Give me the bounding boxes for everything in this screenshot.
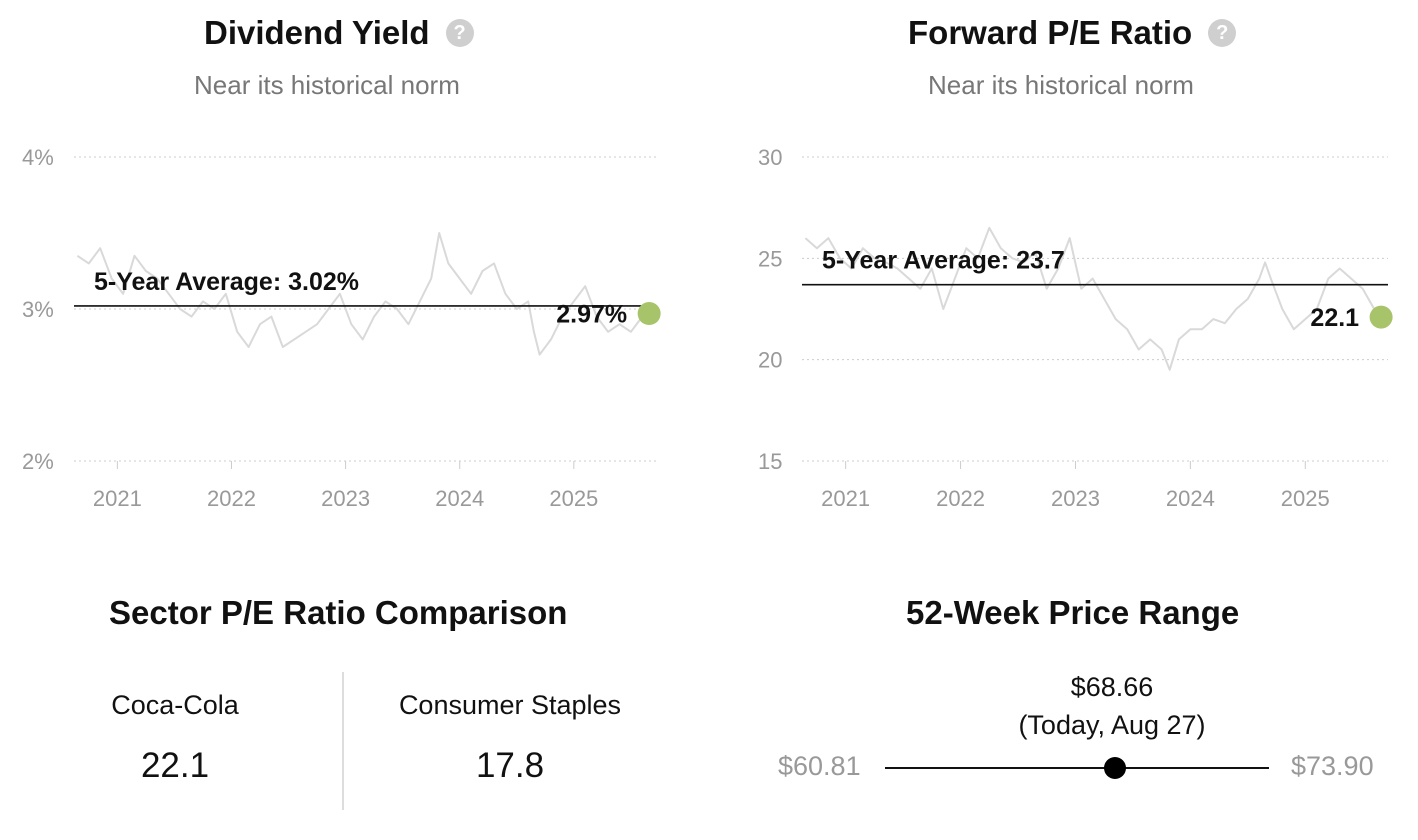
comparison-divider [342,672,344,810]
dividend-yield-title: Dividend Yield [204,14,430,51]
y-tick-label: 15 [758,449,782,474]
current-price-marker [1104,757,1127,779]
y-tick-label: 25 [758,246,782,271]
sector-name: Consumer Staples [398,690,622,720]
x-tick-label: 2024 [1166,486,1215,511]
current-value-dot [637,302,661,326]
x-tick-label: 2023 [1051,486,1100,511]
forward-pe-title-row: Forward P/E Ratio ? [908,14,1237,52]
series-line [76,232,650,356]
sector-pe-value: 17.8 [475,746,545,785]
average-label: 5-Year Average: 23.7 [822,247,1065,275]
x-tick-label: 2021 [821,486,870,511]
dividend-yield-title-row: Dividend Yield ? [204,14,474,52]
y-tick-label: 30 [758,145,782,170]
current-price: $68.66 [1070,672,1154,702]
forward-pe-subtitle: Near its historical norm [928,70,1194,100]
current-value-label: 22.1 [1310,304,1359,332]
company-pe-value: 22.1 [140,746,210,785]
average-label: 5-Year Average: 3.02% [94,268,359,296]
current-value-dot [1369,305,1393,329]
current-value-label: 2.97% [556,301,627,329]
range-high: $73.90 [1291,751,1374,781]
x-tick-label: 2025 [549,486,598,511]
x-tick-label: 2022 [936,486,985,511]
help-icon[interactable]: ? [445,19,474,47]
x-tick-label: 2025 [1281,486,1330,511]
series-line [804,226,1382,371]
x-tick-label: 2024 [435,486,484,511]
price-range-title: 52-Week Price Range [906,594,1240,631]
help-icon[interactable]: ? [1208,19,1237,47]
current-price-note: (Today, Aug 27) [1018,710,1206,740]
sector-pe-title: Sector P/E Ratio Comparison [109,594,568,631]
forward-pe-title: Forward P/E Ratio [908,14,1193,51]
range-low: $60.81 [778,751,861,781]
y-tick-label: 4% [22,145,54,170]
x-tick-label: 2022 [207,486,256,511]
y-tick-label: 2% [22,449,54,474]
dividend-yield-chart: 2% 3% 4% 2021 2022 2023 2024 2025 5-Year Average… [22,145,661,511]
y-tick-label: 3% [22,297,54,322]
company-name: Coca-Cola [111,690,239,720]
dividend-yield-subtitle: Near its historical norm [194,70,460,100]
x-tick-label: 2021 [93,486,142,511]
x-tick-label: 2023 [321,486,370,511]
range-track [885,767,1269,769]
y-tick-label: 20 [758,348,782,373]
